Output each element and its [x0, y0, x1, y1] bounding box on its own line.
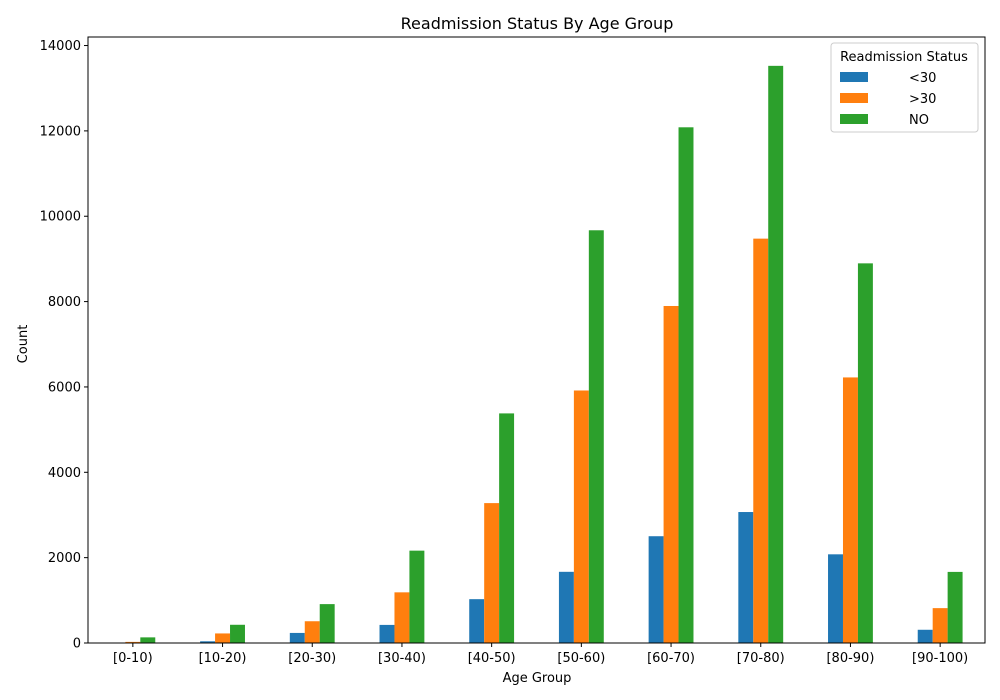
bar: [319, 604, 335, 643]
plot-frame: [87, 36, 986, 644]
bar: [125, 641, 141, 643]
y-tick-label: 8000: [48, 295, 81, 310]
bar: [215, 633, 231, 643]
bar: [230, 624, 245, 643]
legend-label: >30: [909, 92, 936, 107]
bar: [409, 550, 425, 643]
legend-label: <30: [909, 71, 936, 86]
bar: [304, 621, 320, 643]
legend-items: <30 >30 NO: [840, 71, 936, 128]
y-tick-label: 2000: [48, 551, 81, 566]
y-axis-title: Count: [16, 325, 31, 364]
bar: [917, 629, 933, 643]
bar: [753, 238, 769, 643]
y-tick-label: 14000: [40, 39, 81, 54]
bar: [469, 599, 485, 643]
bar: [499, 413, 515, 643]
bar: [857, 263, 873, 643]
axes-group: 0 2000 4000 6000 8000 10000 12000 14000 [0-10) [1…: [40, 36, 986, 666]
x-tick-label: [70-80): [737, 651, 785, 666]
x-tick-label: [80-90): [826, 651, 874, 666]
legend-swatch: [840, 72, 868, 82]
x-tick-label: [20-30): [288, 651, 336, 666]
x-tick-label: [30-40): [378, 651, 426, 666]
legend-frame: [830, 42, 979, 133]
x-axis-title: Age Group: [503, 671, 572, 686]
legend-swatch: [840, 114, 868, 124]
bar: [379, 624, 395, 643]
bars-group: [110, 65, 963, 644]
chart-title: Readmission Status By Age Group: [401, 14, 674, 33]
x-tick-label: [40-50): [468, 651, 516, 666]
legend-label: NO: [909, 113, 929, 128]
bar: [678, 127, 694, 644]
bar: [394, 592, 410, 643]
bar: [484, 503, 500, 643]
bar: [738, 512, 754, 643]
legend-title: Readmission Status: [840, 50, 968, 65]
y-tick-label: 10000: [40, 210, 81, 225]
x-tick-label: [90-100): [912, 651, 968, 666]
legend-swatch: [840, 93, 868, 103]
bar: [648, 536, 664, 643]
bar: [588, 230, 604, 643]
bar: [200, 641, 216, 643]
bar: [573, 390, 589, 643]
y-tick-label: 0: [73, 637, 81, 652]
bar: [768, 65, 784, 644]
x-tick-label: [60-70): [647, 651, 695, 666]
legend: Readmission Status <30 >30 NO: [830, 42, 979, 133]
y-tick-label: 4000: [48, 466, 81, 481]
bar: [842, 377, 858, 643]
bar: [932, 608, 948, 643]
y-tick-label: 12000: [40, 124, 81, 139]
bar: [558, 571, 574, 643]
bar: [947, 571, 963, 643]
y-tick-label: 6000: [48, 380, 81, 395]
bar: [140, 637, 156, 643]
x-tick-label: [50-60): [557, 651, 605, 666]
bar: [289, 632, 305, 643]
bar: [663, 305, 679, 643]
bar: [828, 554, 843, 643]
x-tick-label: [0-10): [113, 651, 153, 666]
x-tick-label: [10-20): [199, 651, 247, 666]
